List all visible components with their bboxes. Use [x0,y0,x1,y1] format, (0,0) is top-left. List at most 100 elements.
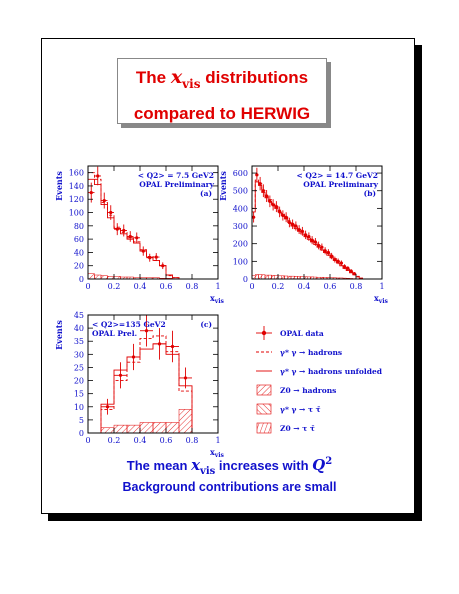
y-tick-label: 140 [69,182,84,191]
plot-frame [87,314,219,434]
background-bar [255,274,259,280]
legend-data-point [261,330,267,336]
y-tick-label: 400 [233,204,248,213]
x-tick-label: 0.8 [186,282,199,291]
data-point [161,264,165,268]
y-tick-label: 25 [74,363,84,372]
background-bar [139,422,154,434]
data-point [333,257,337,262]
y-tick-label: 60 [74,235,84,244]
data-point [105,405,110,409]
footer-line-1: The mean xvis increases with Q2 [126,456,333,477]
data-points [88,166,166,270]
y-axis-label: Events [54,171,64,201]
annotation-q2: < Q2>=135 GeV2 [92,320,166,329]
background-bar [261,274,266,280]
y-tick-label: 300 [233,222,248,231]
footer-line-2: Background contributions are small [122,480,337,494]
data-point [271,203,275,207]
legend-label: γ* γ → τ τ̄ [280,405,321,414]
title-line-2: compared to HERWIG [133,103,311,123]
background-bar [258,274,262,280]
data-point [320,245,324,249]
data-point [102,198,106,203]
x-tick-label: 1 [215,282,220,291]
data-point [148,256,152,260]
data-point [115,227,119,231]
y-tick-label: 20 [74,262,84,271]
data-point [310,238,314,242]
data-point [183,376,188,380]
x-axis-label: xvis [210,447,225,459]
data-point [294,224,298,228]
data-point [154,255,158,259]
legend-label: Z0 → hadrons [280,386,336,395]
background-histogram [251,274,360,280]
background-bar [165,422,180,434]
data-point [307,235,311,239]
x-tick-label: 1 [379,282,384,291]
y-axis-label: Events [54,320,64,350]
y-tick-label: 100 [69,209,84,218]
background-histogram [87,273,173,280]
data-point [135,236,139,240]
y-tick-label: 0 [79,275,84,284]
chart-panel-2: 0 0.2 0.4 0.6 0.8 1 0 100 200 300 400 500 600 Events x… [218,165,389,305]
annotation-q2: < Q2> = 7.5 GeV2 [138,171,214,180]
data-point [265,194,269,198]
data-point [346,266,350,271]
legend-item: OPAL data [256,326,324,340]
data-point [323,249,327,253]
data-point [352,272,356,276]
y-tick-label: 30 [74,350,84,359]
chart-panel-3: 0 0.2 0.4 0.6 0.8 1051015202530354045Eventsxv… [54,311,225,459]
panel-label: (b) [364,189,376,198]
title-post: distributions [205,68,309,87]
footer-q2: Q2 [312,456,333,474]
title-pre: The [135,68,167,87]
data-point [349,269,353,273]
data-point [122,228,126,233]
title-line-1: The xvis distributions [118,62,326,99]
y-tick-label: 600 [233,169,248,178]
background-bar [271,275,275,280]
legend-item: Z0 → τ τ̄ [256,422,315,434]
y-tick-label: 5 [79,416,84,425]
plot-frame [251,165,383,280]
data-point [268,199,272,203]
data-point [157,342,162,346]
data-point [274,205,278,209]
data-point [261,189,265,193]
data-point [287,220,291,225]
legend-item: γ* γ → τ τ̄ [256,403,321,415]
x-tick-label: 0.6 [160,282,173,291]
legend-label: Z0 → τ τ̄ [280,424,315,433]
y-tick-label: 40 [74,324,84,333]
legend-item: γ* γ → hadrons unfolded [256,367,383,376]
background-bar [113,424,128,434]
background-bar [274,275,279,280]
background-histogram [100,409,193,434]
x-tick-label: 0.4 [134,436,147,445]
data-point [291,222,295,226]
y-tick-label: 80 [74,222,84,231]
legend-item: γ* γ → hadrons [256,348,342,357]
y-tick-label: 0 [243,275,248,284]
data-point [304,233,308,237]
data-point [339,261,343,265]
data-point [89,190,93,195]
title-box: The xvis distributions compared to HERWI… [117,58,327,124]
annotation-opal: OPAL Preliminary [303,180,378,189]
y-axis-label: Events [218,171,228,201]
mc-dashed-histogram [88,335,193,434]
data-point [258,182,262,186]
mc-solid-histogram [87,178,180,279]
panel-label: (a) [200,189,212,198]
background-bar [94,274,102,280]
legend: OPAL data γ* γ → hadrons γ* γ → hadrons un… [256,326,383,434]
data-point [141,249,145,253]
y-tick-label: 45 [74,311,84,320]
y-tick-label: 100 [233,257,248,266]
x-tick-label: 0 [249,282,254,291]
